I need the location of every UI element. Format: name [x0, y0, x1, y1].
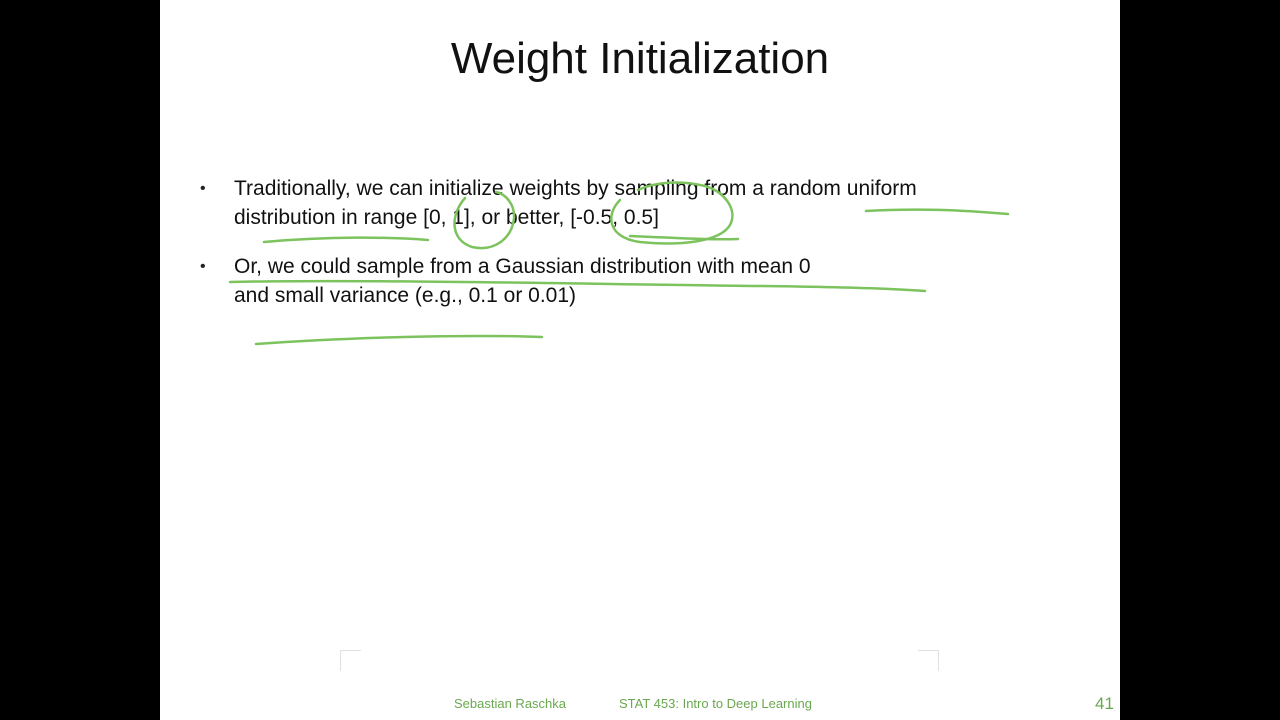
bullet-line: Traditionally, we can initialize weights…: [234, 177, 917, 200]
slide: Weight Initialization • Traditionally, w…: [160, 0, 1120, 720]
bullet-list: • Traditionally, we can initialize weigh…: [200, 174, 1080, 330]
underline-small-variance: [254, 334, 544, 346]
page-number: 41: [1095, 694, 1114, 713]
bullet-line: and small variance (e.g., 0.1 or 0.01): [234, 284, 577, 307]
bullet-line: Or, we could sample from a Gaussian dist…: [234, 255, 811, 278]
bullet-item-uniform: • Traditionally, we can initialize weigh…: [200, 174, 1080, 232]
handwritten-annotations: [228, 181, 1010, 346]
footer-author: Sebastian Raschka: [454, 696, 567, 711]
slide-title: Weight Initialization: [450, 34, 830, 83]
frame-corner-right: [918, 650, 939, 671]
bullet-item-gaussian: • Or, we could sample from a Gaussian di…: [200, 252, 1080, 310]
frame-corner-left: [340, 650, 361, 671]
bullet-dot-icon: •: [200, 180, 206, 197]
bullet-dot-icon: •: [200, 258, 206, 275]
bullet-line: distribution in range [0, 1], or better,…: [234, 206, 659, 229]
footer-course: STAT 453: Intro to Deep Learning: [619, 696, 812, 711]
